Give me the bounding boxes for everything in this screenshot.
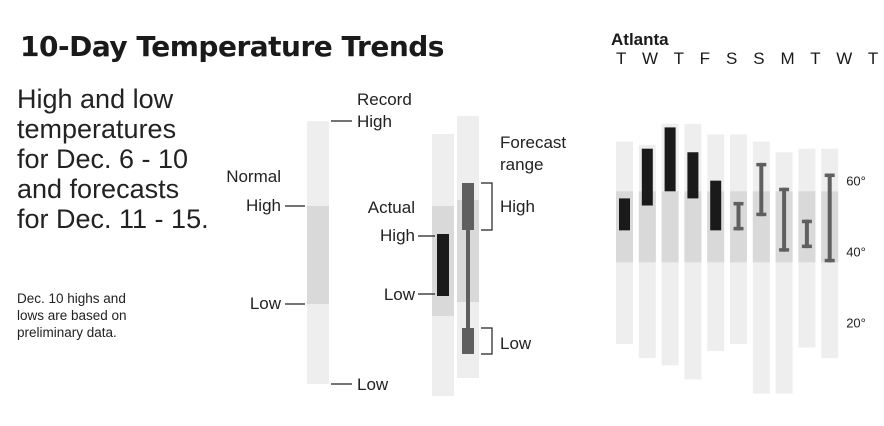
bracket-forecast-low — [481, 327, 493, 355]
label-forecast: Forecast — [500, 133, 567, 152]
subtitle-line: and forecasts — [17, 174, 180, 204]
subtitle-line: for Dec. 6 - 10 — [17, 144, 189, 174]
note-line: preliminary data. — [17, 325, 117, 340]
actual-temp-bar — [710, 180, 722, 231]
label-record-high: High — [357, 112, 392, 131]
day-labels: T W T F S S M T W T — [616, 49, 884, 68]
forecast-high-cap — [733, 201, 744, 206]
subtitle-line: for Dec. 11 - 15. — [17, 204, 209, 234]
forecast-range-stem — [804, 219, 809, 249]
forecast-high-cap — [801, 219, 812, 224]
data-note: Dec. 10 highs and lows are based on prel… — [17, 290, 197, 341]
normal-range-bar — [684, 191, 702, 263]
legend-actual-bar — [437, 234, 449, 296]
forecast-low-cap — [824, 258, 835, 263]
actual-temp-bar — [664, 127, 676, 192]
label-actual-high: High — [380, 226, 415, 245]
normal-range-bar — [661, 191, 679, 263]
label-normal: Normal — [226, 167, 281, 186]
subtitle-line: High and low — [17, 84, 174, 114]
forecast-range-stem — [759, 162, 764, 217]
bracket-forecast-high — [481, 182, 493, 231]
forecast-range-stem — [736, 201, 741, 231]
forecast-high-cap — [756, 162, 767, 167]
forecast-low-cap — [733, 226, 744, 231]
forecast-range-stem — [782, 187, 787, 252]
label-forecast-high: High — [500, 197, 535, 216]
forecast-low-cap — [801, 244, 812, 249]
legend-normal-band — [307, 206, 329, 304]
label-normal-low: Low — [249, 294, 281, 313]
legend-forecast-stem — [466, 230, 470, 330]
actual-temp-bar — [687, 152, 699, 199]
subtitle: High and low temperatures for Dec. 6 - 1… — [17, 84, 232, 234]
chart-title: 10-Day Temperature Trends — [20, 30, 444, 63]
label-record-low: Low — [357, 375, 389, 394]
y-tick-label: 60° — [846, 174, 866, 189]
city-name: Atlanta — [611, 30, 669, 49]
normal-range-bar — [638, 191, 656, 263]
actual-temp-bar — [619, 198, 630, 231]
forecast-high-cap — [779, 187, 790, 192]
forecast-range-stem — [827, 173, 832, 263]
y-tick-label: 40° — [846, 245, 866, 260]
subtitle-line: temperatures — [17, 114, 177, 144]
label-actual-low: Low — [383, 285, 415, 304]
note-line: Dec. 10 highs and — [17, 291, 126, 306]
forecast-high-cap — [824, 173, 835, 178]
label-record: Record — [357, 90, 412, 109]
y-tick-label: 20° — [846, 316, 866, 331]
normal-range-bar — [752, 191, 770, 263]
label-normal-high: High — [246, 196, 281, 215]
legend-forecast-low-block — [462, 328, 474, 354]
label-actual: Actual — [367, 198, 415, 217]
legend-forecast-high-block — [462, 183, 474, 230]
forecast-low-cap — [779, 248, 790, 252]
forecast-low-cap — [756, 212, 767, 217]
label-forecast-range: range — [500, 155, 544, 174]
note-line: lows are based on — [17, 308, 127, 323]
label-forecast-low: Low — [500, 334, 532, 353]
actual-temp-bar — [641, 148, 653, 206]
